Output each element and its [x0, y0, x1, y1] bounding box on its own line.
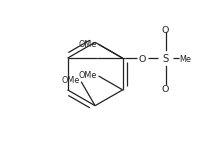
Text: O: O — [162, 85, 169, 94]
Text: Me: Me — [180, 55, 192, 64]
Text: S: S — [162, 54, 169, 64]
Text: OMe: OMe — [79, 71, 97, 81]
Text: O: O — [162, 26, 169, 35]
Text: OMe: OMe — [62, 77, 80, 85]
Text: OMe: OMe — [79, 40, 97, 49]
Text: O: O — [138, 55, 146, 64]
